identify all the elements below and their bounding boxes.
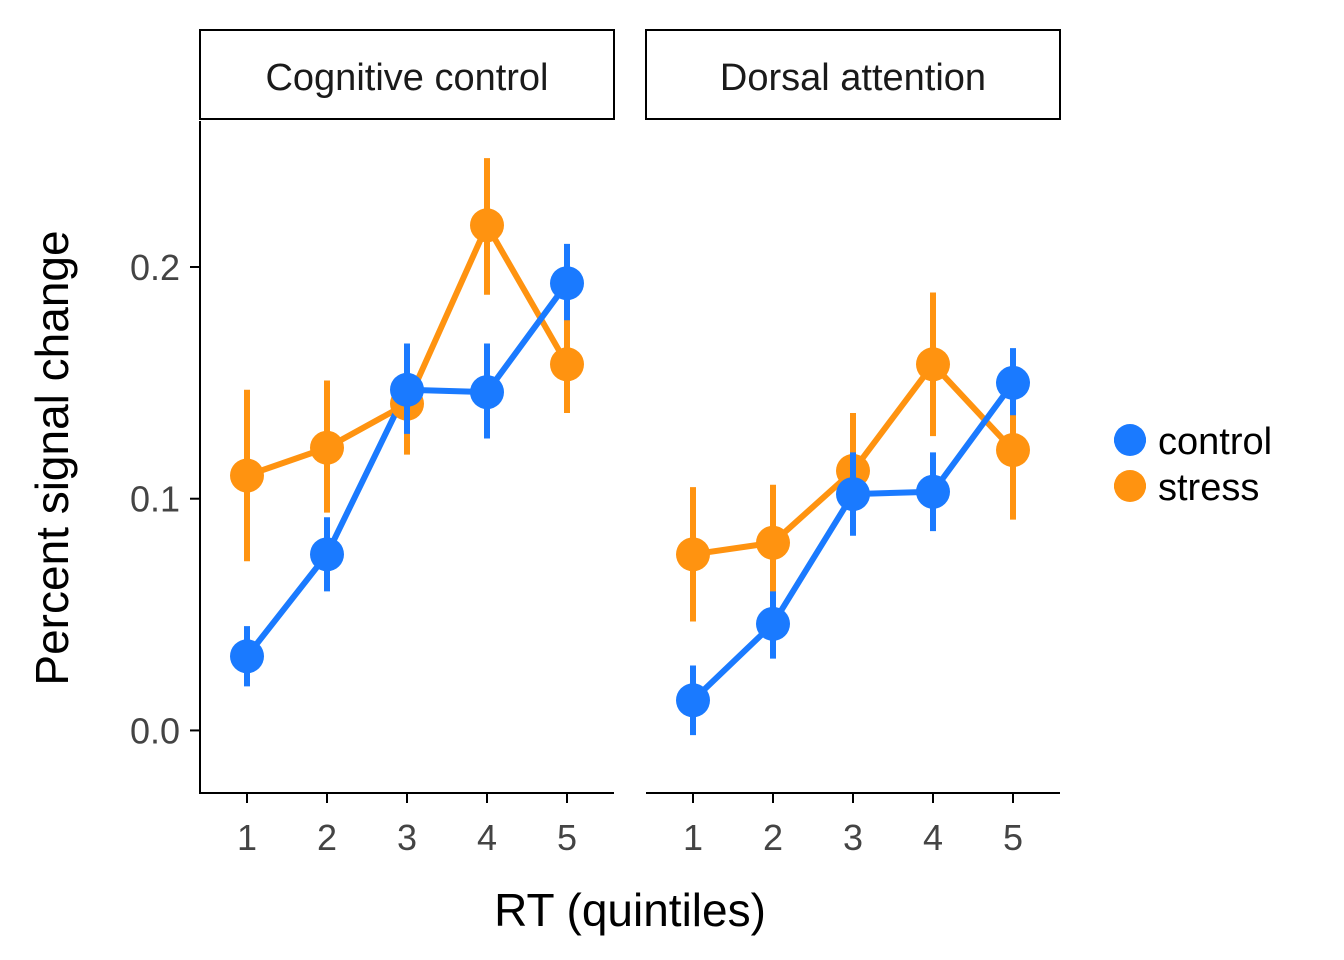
data-point-stress [550, 347, 584, 382]
data-point-stress [470, 208, 504, 243]
strip-box [199, 29, 615, 120]
x-ticks: 1 2 3 4 5 [683, 793, 1023, 858]
x-tick-label: 1 [237, 817, 257, 858]
data-point-control [676, 683, 710, 718]
y-ticks: 0.0 0.1 0.2 [130, 247, 200, 751]
data-point-stress [310, 430, 344, 465]
data-point-stress [230, 458, 264, 493]
x-tick-label: 3 [843, 817, 863, 858]
x-ticks: 1 2 3 4 5 [237, 793, 577, 858]
legend-label-stress: stress [1158, 467, 1259, 509]
series-line-control [244, 281, 570, 659]
data-point-control [996, 365, 1030, 400]
legend-key-dot [1114, 424, 1146, 456]
y-tick-label: 0.2 [130, 247, 180, 288]
data-point-control [230, 639, 264, 674]
strip-box [645, 29, 1061, 120]
data-point-control [310, 537, 344, 572]
x-tick-label: 1 [683, 817, 703, 858]
legend: control stress [1114, 421, 1272, 509]
data-point-control [390, 372, 424, 407]
legend-item-control: control [1114, 421, 1272, 463]
data-point-stress [916, 347, 950, 382]
x-tick-label: 5 [557, 817, 577, 858]
panel-marks [676, 292, 1030, 736]
panel-marks [230, 158, 584, 687]
y-tick-label: 0.0 [130, 710, 180, 751]
panel-dorsal-attention: Dorsal attention 1 2 3 4 5 [645, 29, 1061, 858]
panel-title: Dorsal attention [720, 57, 986, 99]
x-tick-label: 5 [1003, 817, 1023, 858]
data-point-stress [996, 433, 1030, 468]
y-tick-label: 0.1 [130, 479, 180, 520]
x-tick-label: 3 [397, 817, 417, 858]
data-point-control [916, 474, 950, 509]
x-axis-title: RT (quintiles) [494, 884, 766, 936]
panel-title: Cognitive control [265, 57, 548, 99]
x-tick-label: 2 [317, 817, 337, 858]
data-point-control [550, 266, 584, 301]
data-point-control [470, 375, 504, 410]
y-axis-title: Percent signal change [26, 230, 78, 685]
x-tick-label: 2 [763, 817, 783, 858]
legend-item-stress: stress [1114, 467, 1259, 509]
data-point-stress [756, 525, 790, 560]
data-point-control [836, 477, 870, 512]
legend-key-dot [1114, 470, 1146, 502]
x-tick-label: 4 [923, 817, 943, 858]
data-point-stress [676, 537, 710, 572]
legend-label-control: control [1158, 421, 1272, 463]
x-tick-label: 4 [477, 817, 497, 858]
panel-cognitive-control: Cognitive control 1 2 3 4 5 [199, 29, 615, 858]
data-point-control [756, 606, 790, 641]
